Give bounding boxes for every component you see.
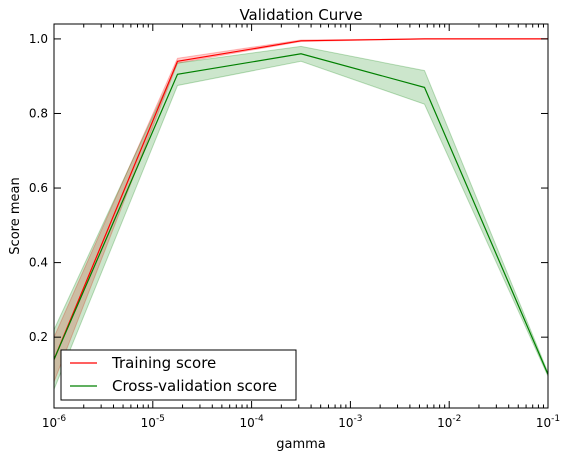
plot-frame <box>53 23 549 409</box>
line-training-score <box>53 38 548 360</box>
y-tick-label: 0.8 <box>29 106 48 120</box>
x-tick-label: 10-5 <box>141 414 165 430</box>
y-tick-label: 0.2 <box>29 330 48 344</box>
legend-box <box>60 349 297 401</box>
x-tick-label: 10-1 <box>536 414 560 430</box>
legend-label-cross-validation: Cross-validation score <box>112 377 277 395</box>
x-tick-label: 10-3 <box>338 414 362 430</box>
y-tick-label: 1.0 <box>29 32 48 46</box>
y-tick-label: 0.6 <box>29 181 48 195</box>
line-cross-validation-score <box>53 53 549 375</box>
x-tick-label: 10-2 <box>437 414 461 430</box>
chart-title: Validation Curve <box>239 6 362 24</box>
x-tick-labels: 10-6 10-5 10-4 10-3 10-2 10-1 <box>42 414 560 430</box>
legend-label-training: Training score <box>111 354 216 372</box>
legend: Training score Cross-validation score <box>60 349 297 401</box>
y-tick-label: 0.4 <box>29 256 48 270</box>
x-tick-label: 10-4 <box>239 414 264 430</box>
y-tick-labels: 0.2 0.4 0.6 0.8 1.0 <box>29 32 48 344</box>
series-lines <box>53 38 549 375</box>
y-axis-label: Score mean <box>8 177 23 254</box>
x-tick-label: 10-6 <box>42 414 67 430</box>
x-axis-label: gamma <box>276 437 326 452</box>
axis-ticks <box>53 24 549 408</box>
